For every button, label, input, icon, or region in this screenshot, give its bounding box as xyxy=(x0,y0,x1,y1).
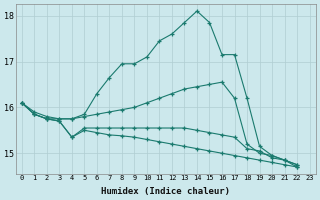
X-axis label: Humidex (Indice chaleur): Humidex (Indice chaleur) xyxy=(101,187,230,196)
